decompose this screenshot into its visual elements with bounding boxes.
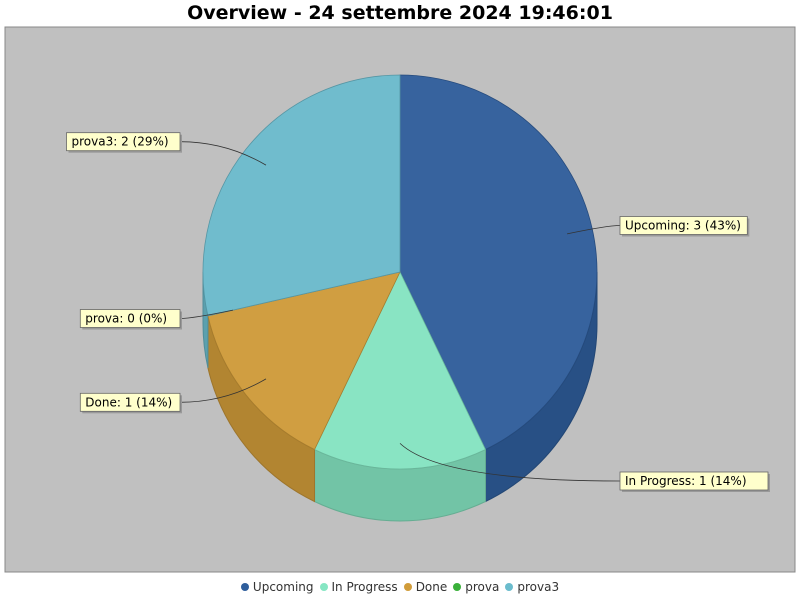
label-connector: [179, 309, 233, 319]
legend-swatch: [240, 583, 249, 591]
legend-item: prova: [453, 580, 499, 594]
legend-item: Done: [403, 580, 448, 594]
legend-label: In Progress: [331, 580, 398, 594]
legend-swatch: [505, 583, 514, 591]
legend-item: Upcoming: [240, 580, 314, 594]
pie-slice-prova3[interactable]: [202, 74, 401, 317]
pie-slice-done[interactable]: [207, 271, 401, 451]
data-label: Upcoming: 3 (43%): [625, 218, 741, 232]
legend-label: Done: [415, 580, 448, 594]
legend-swatch: [319, 583, 328, 591]
legend-label: prova: [465, 580, 500, 594]
data-label: prova: 0 (0%): [85, 312, 167, 326]
label-connector: [179, 378, 267, 403]
label-connector: [399, 443, 621, 482]
legend-label: Upcoming: [252, 580, 314, 594]
label-box: [619, 471, 769, 491]
data-label: prova3: 2 (29%): [72, 135, 169, 149]
label-connector: [567, 225, 621, 235]
pie-slice-in-progress[interactable]: [313, 271, 487, 470]
chart-title: Overview - 24 settembre 2024 19:46:01: [187, 2, 613, 24]
pie-slice-upcoming[interactable]: [399, 74, 598, 451]
data-label: In Progress: 1 (14%): [625, 474, 747, 488]
legend-swatch: [453, 583, 462, 591]
label-connector: [179, 141, 267, 166]
label-box: [619, 216, 748, 235]
legend: Upcoming In Progress Done prova prova3: [0, 580, 800, 594]
legend-swatch: [403, 583, 412, 591]
legend-item: In Progress: [319, 580, 398, 594]
legend-label: prova3: [517, 580, 560, 594]
label-box: [79, 309, 181, 328]
legend-item: prova3: [505, 580, 559, 594]
data-label: Done: 1 (14%): [85, 395, 172, 409]
label-box: [79, 392, 181, 412]
label-box: [66, 132, 181, 152]
